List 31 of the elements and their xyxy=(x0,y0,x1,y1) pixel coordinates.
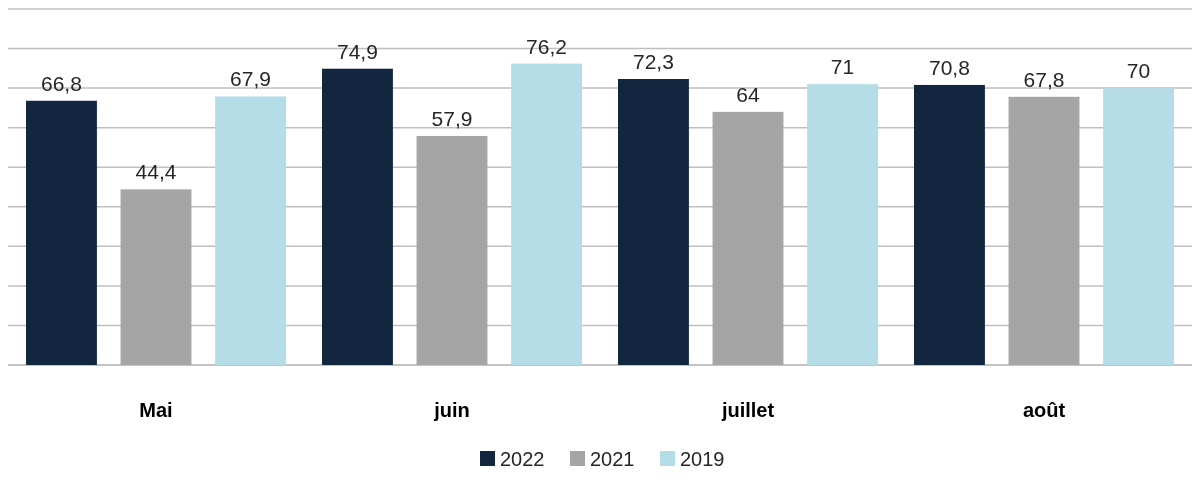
legend-label: 2021 xyxy=(590,448,635,470)
bar xyxy=(914,84,985,365)
data-label: 64 xyxy=(736,82,760,106)
bar xyxy=(416,135,488,365)
x-tick-label: juillet xyxy=(720,399,775,421)
data-label: 44,4 xyxy=(135,160,177,184)
bar xyxy=(712,111,784,365)
x-tick-label: août xyxy=(1022,399,1066,421)
legend-label: 2019 xyxy=(680,448,725,470)
data-label: 70,8 xyxy=(929,55,970,79)
x-tick-label: juin xyxy=(433,399,470,421)
data-label: 67,9 xyxy=(230,67,271,91)
data-label: 74,9 xyxy=(337,39,378,63)
bar xyxy=(26,100,97,365)
bar xyxy=(807,84,878,365)
data-label: 71 xyxy=(830,55,855,79)
bar xyxy=(1103,88,1174,365)
bar xyxy=(618,79,689,365)
bar xyxy=(215,96,286,365)
bar xyxy=(511,63,582,365)
data-label: 67,8 xyxy=(1023,67,1065,91)
x-tick-label: Mai xyxy=(139,399,173,421)
data-label: 57,9 xyxy=(431,106,473,130)
bar xyxy=(322,68,393,365)
data-label: 72,3 xyxy=(633,50,674,74)
data-label: 66,8 xyxy=(41,71,82,95)
legend-label: 2022 xyxy=(500,448,545,470)
data-label: 76,2 xyxy=(526,34,567,58)
bar xyxy=(1008,96,1080,365)
data-label: 70 xyxy=(1126,59,1151,83)
bar xyxy=(120,189,192,365)
